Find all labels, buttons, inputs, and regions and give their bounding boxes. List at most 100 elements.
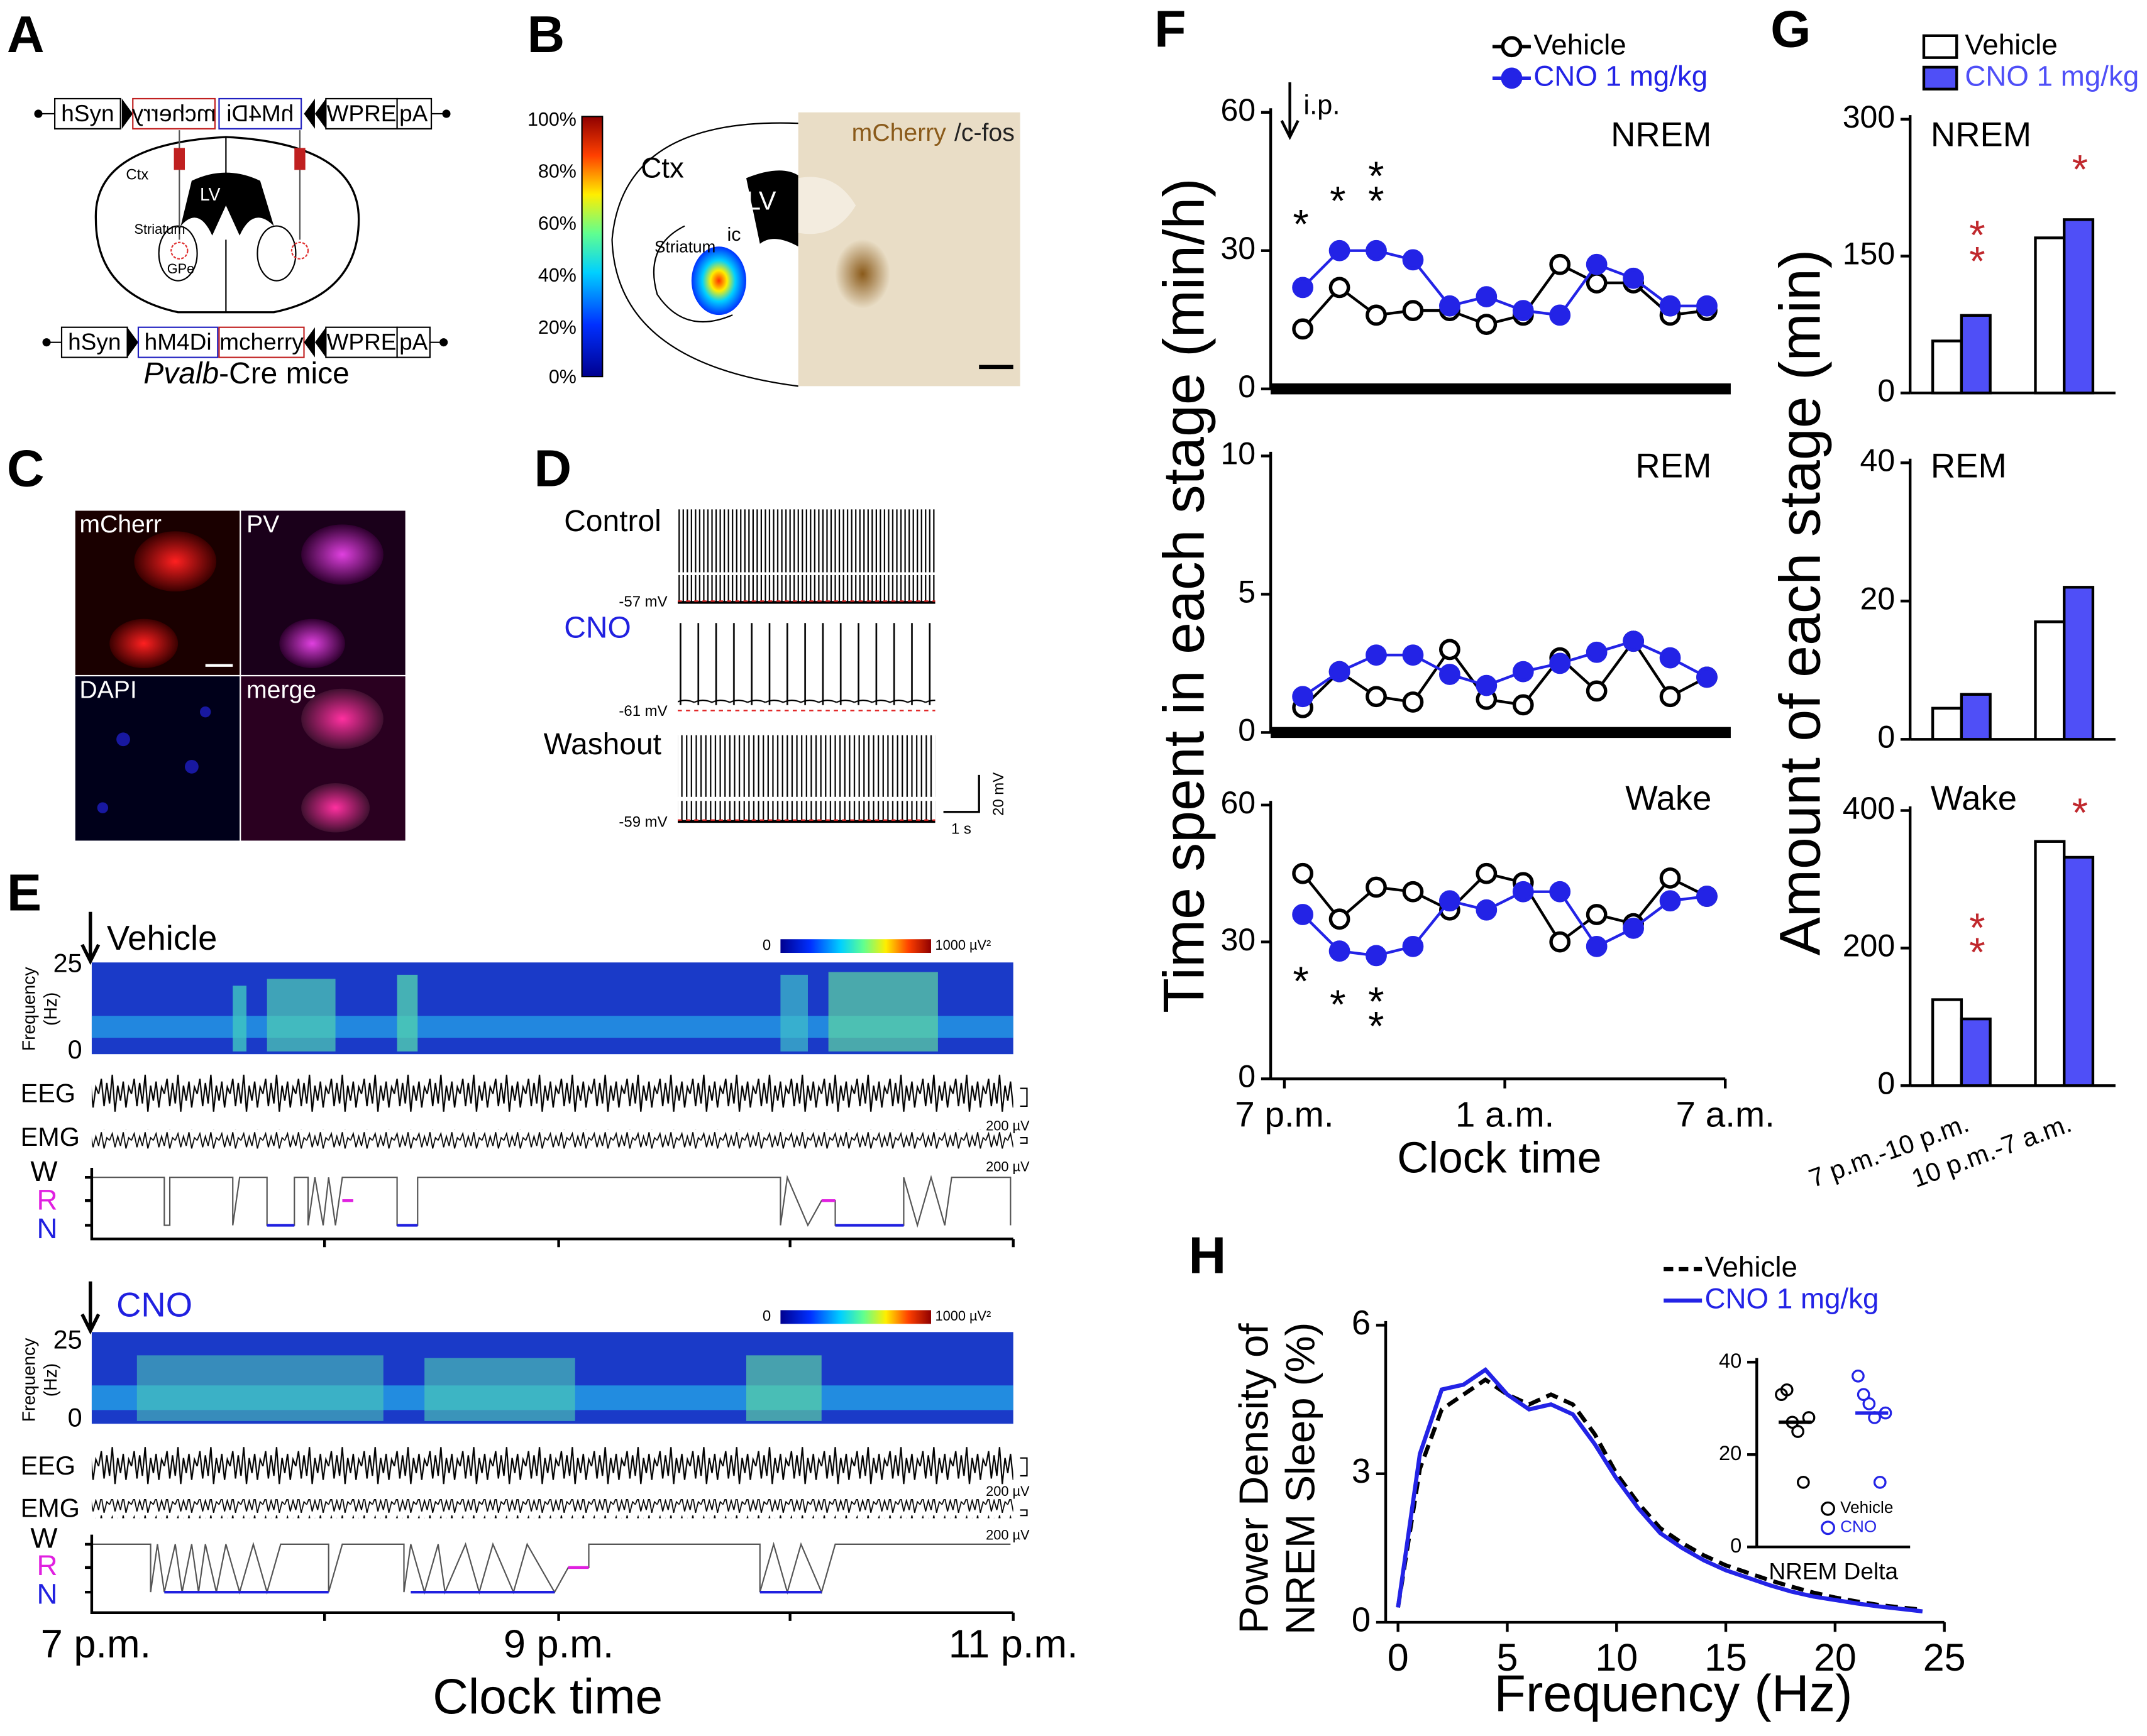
x-tick-label: 10 [1595, 1636, 1638, 1679]
data-point [1292, 862, 1314, 884]
colorbar-label: 60% [538, 212, 577, 234]
state-label: N [36, 1212, 57, 1244]
y-tick-label: 0 [1238, 369, 1256, 404]
vm-label: -57 mV [619, 593, 667, 610]
x-tick-label: 11 p.m. [949, 1622, 1078, 1666]
element-label: WPRE [326, 100, 396, 126]
y-tick-label: 60 [1220, 785, 1256, 820]
y-tick-label: 60 [1220, 92, 1256, 128]
element-label: WPRE [326, 329, 396, 355]
loxp [304, 327, 326, 358]
freq-tick: 0 [68, 1404, 82, 1432]
data-point [1328, 239, 1350, 261]
data-point [1328, 940, 1350, 962]
cell [301, 524, 384, 585]
significance-mark: * [1330, 178, 1345, 224]
signal-label: EMG [21, 1493, 80, 1522]
emg-trace [91, 1129, 1013, 1149]
data-point [1586, 272, 1608, 294]
panel-label: F [1154, 0, 1186, 58]
region-label: Ctx [126, 166, 148, 183]
x-axis-label: NREM Delta [1769, 1557, 1898, 1584]
construct-end [442, 109, 451, 118]
series-line [1301, 890, 1708, 957]
mouse-line: Pvalb-Cre mice [143, 357, 349, 390]
y-tick-label: 200 [1843, 928, 1896, 964]
freq-tick: 25 [53, 1326, 82, 1354]
loxp [127, 327, 138, 358]
data-point [1780, 1383, 1794, 1397]
scale-bar [1020, 1509, 1028, 1517]
data-point [1476, 899, 1498, 921]
region-label: GPe [167, 261, 195, 277]
data-point [1366, 644, 1387, 666]
element-box [137, 326, 219, 358]
data-point [1402, 644, 1424, 666]
data-point [1402, 691, 1424, 713]
chart-title: REM [1931, 446, 2007, 485]
y-tick-label: 400 [1843, 791, 1896, 826]
trace-label: Control [564, 505, 661, 538]
panel-label: H [1188, 1226, 1226, 1285]
data-point [1857, 1388, 1870, 1402]
loxp [304, 99, 326, 129]
injection-site [290, 241, 309, 260]
data-point [1402, 249, 1424, 271]
data-point [1366, 304, 1387, 326]
stain-label: /c-fos [954, 119, 1015, 146]
region-label: Striatum [134, 221, 185, 237]
voltage-trace [678, 623, 936, 708]
voltage-trace [678, 509, 936, 603]
element-box [218, 97, 302, 130]
cell [301, 783, 370, 833]
bar [1931, 339, 1963, 395]
element-box [60, 326, 128, 358]
loxp [121, 99, 133, 129]
legend-swatch [1922, 34, 1958, 59]
data-point [1586, 253, 1608, 275]
nucleus [199, 706, 211, 718]
data-point [1696, 666, 1718, 688]
data-point [1512, 694, 1534, 716]
construct-end [439, 338, 448, 347]
hypnogram-axis [85, 1167, 1015, 1248]
mouse-suffix: -Cre mice [219, 357, 350, 390]
histology-image [798, 112, 1020, 387]
y-tick-label: 0 [1877, 373, 1895, 408]
data-point [1586, 680, 1608, 702]
trace-label: Washout [544, 728, 661, 761]
colorbar-label: 0 [763, 1308, 771, 1325]
y-tick-label: 30 [1220, 922, 1256, 957]
data-point [1292, 904, 1314, 925]
bar [2034, 620, 2066, 741]
element-box [396, 326, 431, 358]
scale-label: 200 µV [986, 1483, 1030, 1499]
significance-mark: * [2072, 789, 2088, 835]
element: 100% 80% 60% 40% 20% 0% [527, 109, 577, 387]
region-label: LV [746, 186, 776, 215]
x-tick-label: 7 p.m. [1235, 1094, 1333, 1134]
arrow-label: i.p. [1303, 91, 1340, 121]
data-point [1623, 267, 1644, 289]
colorbar-label: 40% [538, 265, 577, 286]
x-tick-label: 7 a.m. [1676, 1094, 1775, 1134]
y-axis-label: NREM Sleep (%) [1278, 1322, 1323, 1635]
cell [134, 531, 217, 592]
y-tick-label: 0 [1238, 713, 1256, 748]
colorbar-label: 0 [763, 937, 771, 953]
state-label: W [30, 1155, 57, 1187]
signal-label: EEG [21, 1451, 75, 1480]
bar [2034, 840, 2066, 1087]
chart-title: REM [1635, 446, 1711, 485]
striatum-outline [653, 225, 733, 323]
x-tick-label: 9 p.m. [504, 1622, 614, 1666]
colorbar-label: 80% [538, 161, 577, 182]
stain-label: mCherry [852, 119, 947, 146]
element-box [132, 97, 216, 130]
panel-c: mCherr PV DAPI merge [75, 510, 406, 841]
element: mCherr PV DAPI merge [79, 511, 316, 704]
nucleus [116, 732, 130, 747]
